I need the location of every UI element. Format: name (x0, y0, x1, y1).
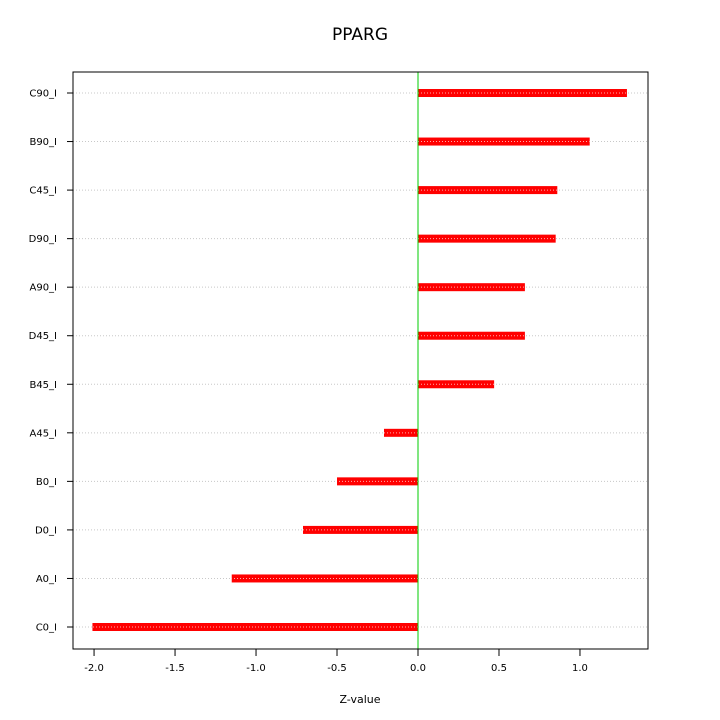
bar (418, 283, 525, 292)
bars (92, 89, 627, 631)
bar (337, 477, 418, 486)
y-tick-label: C0_I (36, 623, 57, 634)
bar (418, 331, 525, 340)
y-tick-label: B0_I (36, 477, 57, 488)
y-tick-label: D45_I (29, 331, 57, 342)
y-tick-label: A90_I (29, 283, 57, 294)
plot-frame (72, 71, 649, 650)
y-tick-label: C90_I (29, 89, 57, 100)
x-tick-label: -0.5 (327, 663, 347, 674)
bar (418, 380, 495, 389)
y-tick-label: B90_I (29, 137, 57, 148)
x-tick-label: 0.5 (491, 663, 507, 674)
bar (418, 234, 556, 243)
x-tick-label: -1.5 (165, 663, 185, 674)
grid-lines (73, 92, 648, 628)
x-axis: -2.0 -1.5 -1.0 -0.5 0.0 0.5 1.0 (84, 649, 588, 674)
bar (418, 137, 590, 146)
y-tick-label: D90_I (29, 234, 57, 245)
x-tick-label: -2.0 (84, 663, 104, 674)
chart-title: PPARG (332, 25, 388, 45)
y-tick-label: B45_I (29, 380, 57, 391)
bar (418, 89, 627, 97)
x-tick-label: 1.0 (572, 663, 588, 674)
y-tick-label: D0_I (35, 525, 57, 536)
y-tick-label: A45_I (29, 428, 57, 439)
bar (383, 428, 418, 437)
y-tick-label: A0_I (36, 574, 57, 585)
y-axis: C0_I A0_I D0_I B0_I A45_I B45_I D45_I A90_I D90_… (29, 89, 73, 634)
x-axis-label: Z-value (339, 693, 380, 706)
y-tick-label: C45_I (29, 186, 57, 197)
x-tick-label: 0.0 (410, 663, 426, 674)
x-tick-label: -1.0 (246, 663, 266, 674)
